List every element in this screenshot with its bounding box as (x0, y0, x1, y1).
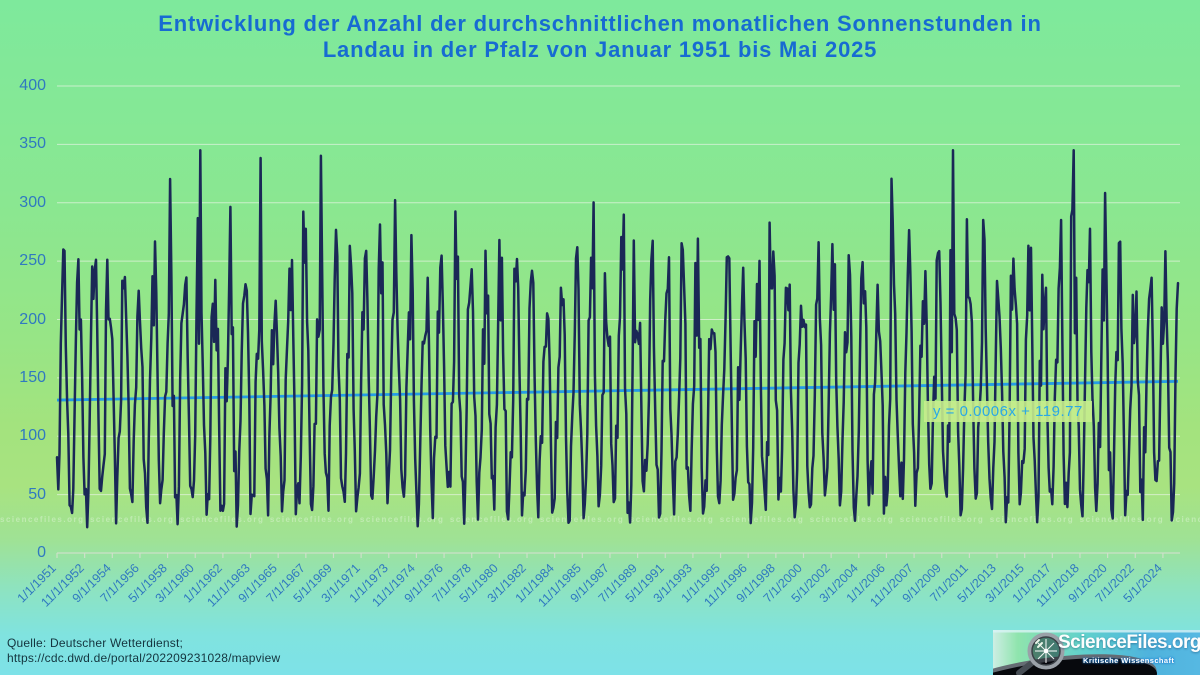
y-axis-tick-label: 350 (19, 135, 46, 153)
watermark-row: sciencefiles.org sciencefiles.org scienc… (0, 515, 1200, 524)
y-axis-tick-label: 150 (19, 368, 46, 386)
logo-title: ScienceFiles.org (1058, 632, 1200, 653)
sciencefiles-logo: ScienceFiles.org Kritische Wissenschaft (993, 630, 1200, 675)
logo-subtitle: Kritische Wissenschaft (1083, 656, 1175, 665)
y-axis-tick-label: 300 (19, 193, 46, 211)
y-axis-tick-label: 100 (19, 427, 46, 445)
y-axis-tick-label: 0 (37, 544, 46, 561)
trendline-equation-label: y = 0.0006x + 119.77 (924, 401, 1092, 422)
y-axis-tick-label: 400 (19, 77, 46, 94)
y-axis-tick-label: 50 (28, 485, 46, 503)
y-axis-tick-label: 250 (19, 252, 46, 270)
source-note: Quelle: Deutscher Wetterdienst; https://… (7, 636, 280, 667)
chart-title-line1: Entwicklung der Anzahl der durchschnittl… (158, 11, 1042, 36)
source-line-2: https://cdc.dwd.de/portal/202209231028/m… (7, 651, 281, 666)
sunshine-series-line (55, 148, 1180, 529)
chart-title-line2: Landau in der Pfalz von Januar 1951 bis … (322, 37, 878, 63)
chart-title: Entwicklung der Anzahl der durchschnittl… (0, 11, 1200, 64)
source-line-1: Quelle: Deutscher Wetterdienst; (7, 636, 184, 650)
y-axis-tick-label: 200 (19, 310, 46, 328)
magnifier-globe-icon (993, 630, 1200, 675)
